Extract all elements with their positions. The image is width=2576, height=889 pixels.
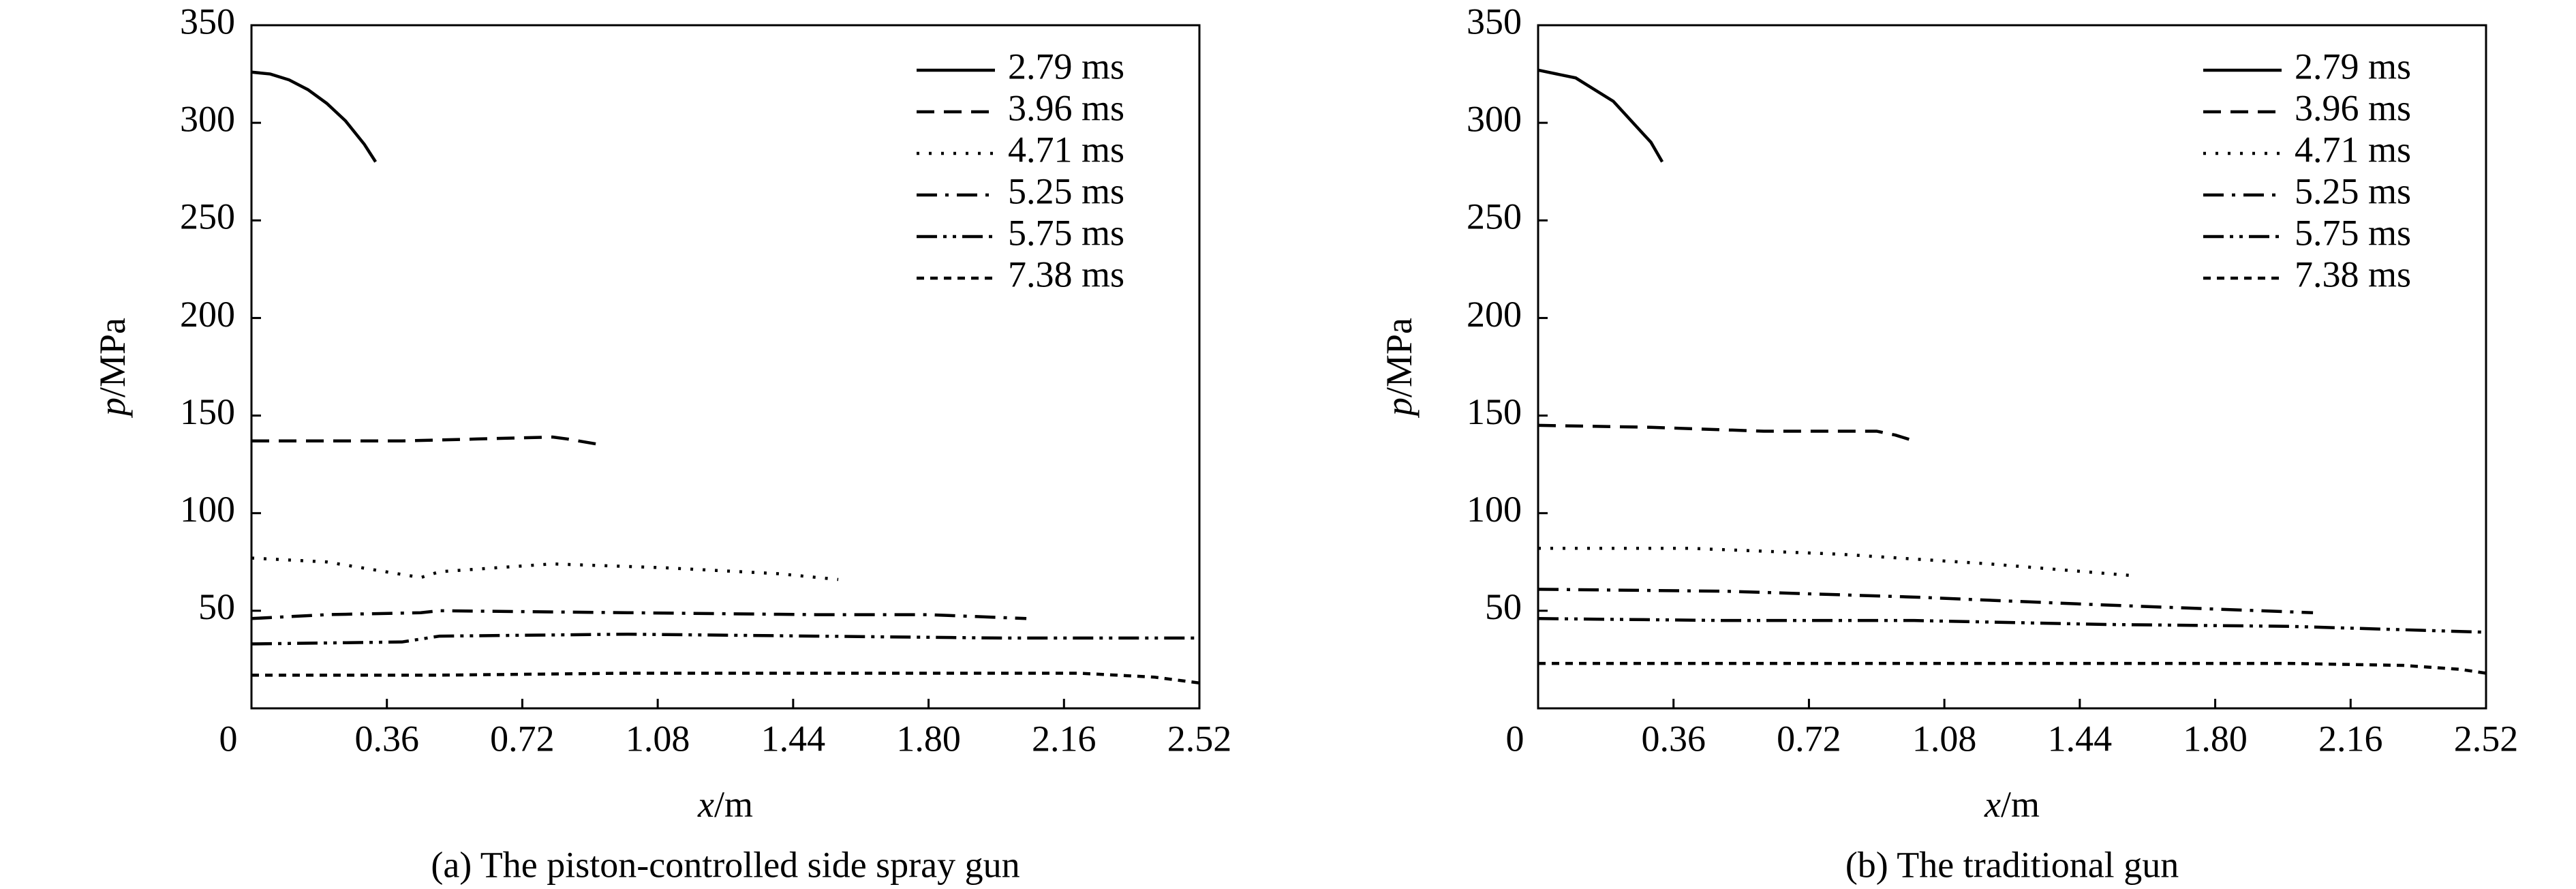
y-tick-label: 200 bbox=[180, 294, 235, 335]
legend-label: 4.71 ms bbox=[1008, 129, 1124, 170]
x-tick-label: 0.72 bbox=[1777, 718, 1841, 759]
legend-label: 5.25 ms bbox=[1008, 170, 1124, 211]
data-line bbox=[1538, 546, 2133, 577]
y-tick-label: 300 bbox=[180, 99, 235, 140]
data-line bbox=[1537, 588, 2314, 614]
legend-label: 3.96 ms bbox=[1008, 87, 1124, 128]
y-tick-label: 200 bbox=[1467, 294, 1522, 335]
plot-frame bbox=[250, 24, 1201, 710]
y-tick-label: 150 bbox=[180, 391, 235, 432]
y-tick-label: 100 bbox=[180, 489, 235, 530]
data-line bbox=[251, 632, 1199, 646]
y-tick-label: 350 bbox=[1467, 1, 1522, 42]
legend-label: 4.71 ms bbox=[2295, 129, 2411, 170]
x-axis-label: x/m bbox=[1984, 784, 2040, 825]
y-tick-label: 300 bbox=[1467, 99, 1522, 140]
y-tick-label: 250 bbox=[1467, 196, 1522, 237]
plot-frame bbox=[1537, 24, 2487, 710]
data-line bbox=[251, 556, 839, 582]
x-tick-label: 2.52 bbox=[1167, 718, 1232, 759]
y-tick-label: 50 bbox=[198, 586, 235, 627]
y-tick-label: 250 bbox=[180, 196, 235, 237]
y-tick-label: 350 bbox=[180, 1, 235, 42]
x-tick-label: 1.80 bbox=[896, 718, 961, 759]
x-tick-label: 2.52 bbox=[2454, 718, 2519, 759]
y-axis-label: p/MPa bbox=[92, 318, 133, 419]
caption: (a) The piston-controlled side spray gun bbox=[431, 844, 1019, 885]
x-tick-label: 0.36 bbox=[354, 718, 419, 759]
x-tick-label: 0.72 bbox=[490, 718, 555, 759]
y-tick-label: 100 bbox=[1467, 489, 1522, 530]
legend-label: 5.75 ms bbox=[1008, 212, 1124, 253]
y-axis-label: p/MPa bbox=[1379, 318, 1420, 419]
data-line bbox=[251, 435, 602, 447]
legend-label: 3.96 ms bbox=[2295, 87, 2411, 128]
x-tick-label: 2.16 bbox=[1032, 718, 1097, 759]
x-tick-label: 1.08 bbox=[626, 718, 690, 759]
x-tick-label: 2.16 bbox=[2318, 718, 2383, 759]
caption: (b) The traditional gun bbox=[1845, 844, 2179, 885]
legend-label: 7.38 ms bbox=[2295, 254, 2411, 295]
data-line bbox=[1537, 68, 1664, 163]
x-tick-label: 1.44 bbox=[761, 718, 826, 759]
legend-label: 7.38 ms bbox=[1008, 254, 1124, 295]
data-line bbox=[251, 70, 378, 163]
data-line bbox=[251, 672, 1200, 685]
data-line bbox=[251, 609, 1027, 620]
x-tick-label: 0 bbox=[219, 718, 238, 759]
legend-label: 2.79 ms bbox=[2295, 46, 2411, 87]
data-line bbox=[1538, 661, 2487, 675]
x-tick-label: 0.36 bbox=[1641, 718, 1706, 759]
x-axis-label: x/m bbox=[697, 784, 753, 825]
x-tick-label: 1.80 bbox=[2183, 718, 2248, 759]
legend-label: 5.25 ms bbox=[2295, 170, 2411, 211]
y-tick-label: 150 bbox=[1467, 391, 1522, 432]
x-tick-label: 1.44 bbox=[2048, 718, 2113, 759]
legend-label: 2.79 ms bbox=[1008, 46, 1124, 87]
data-line bbox=[1537, 617, 2487, 634]
x-tick-label: 1.08 bbox=[1912, 718, 1977, 759]
y-tick-label: 50 bbox=[1485, 586, 1522, 627]
x-tick-label: 0 bbox=[1506, 718, 1524, 759]
data-line bbox=[1537, 423, 1915, 442]
legend-label: 5.75 ms bbox=[2295, 212, 2411, 253]
